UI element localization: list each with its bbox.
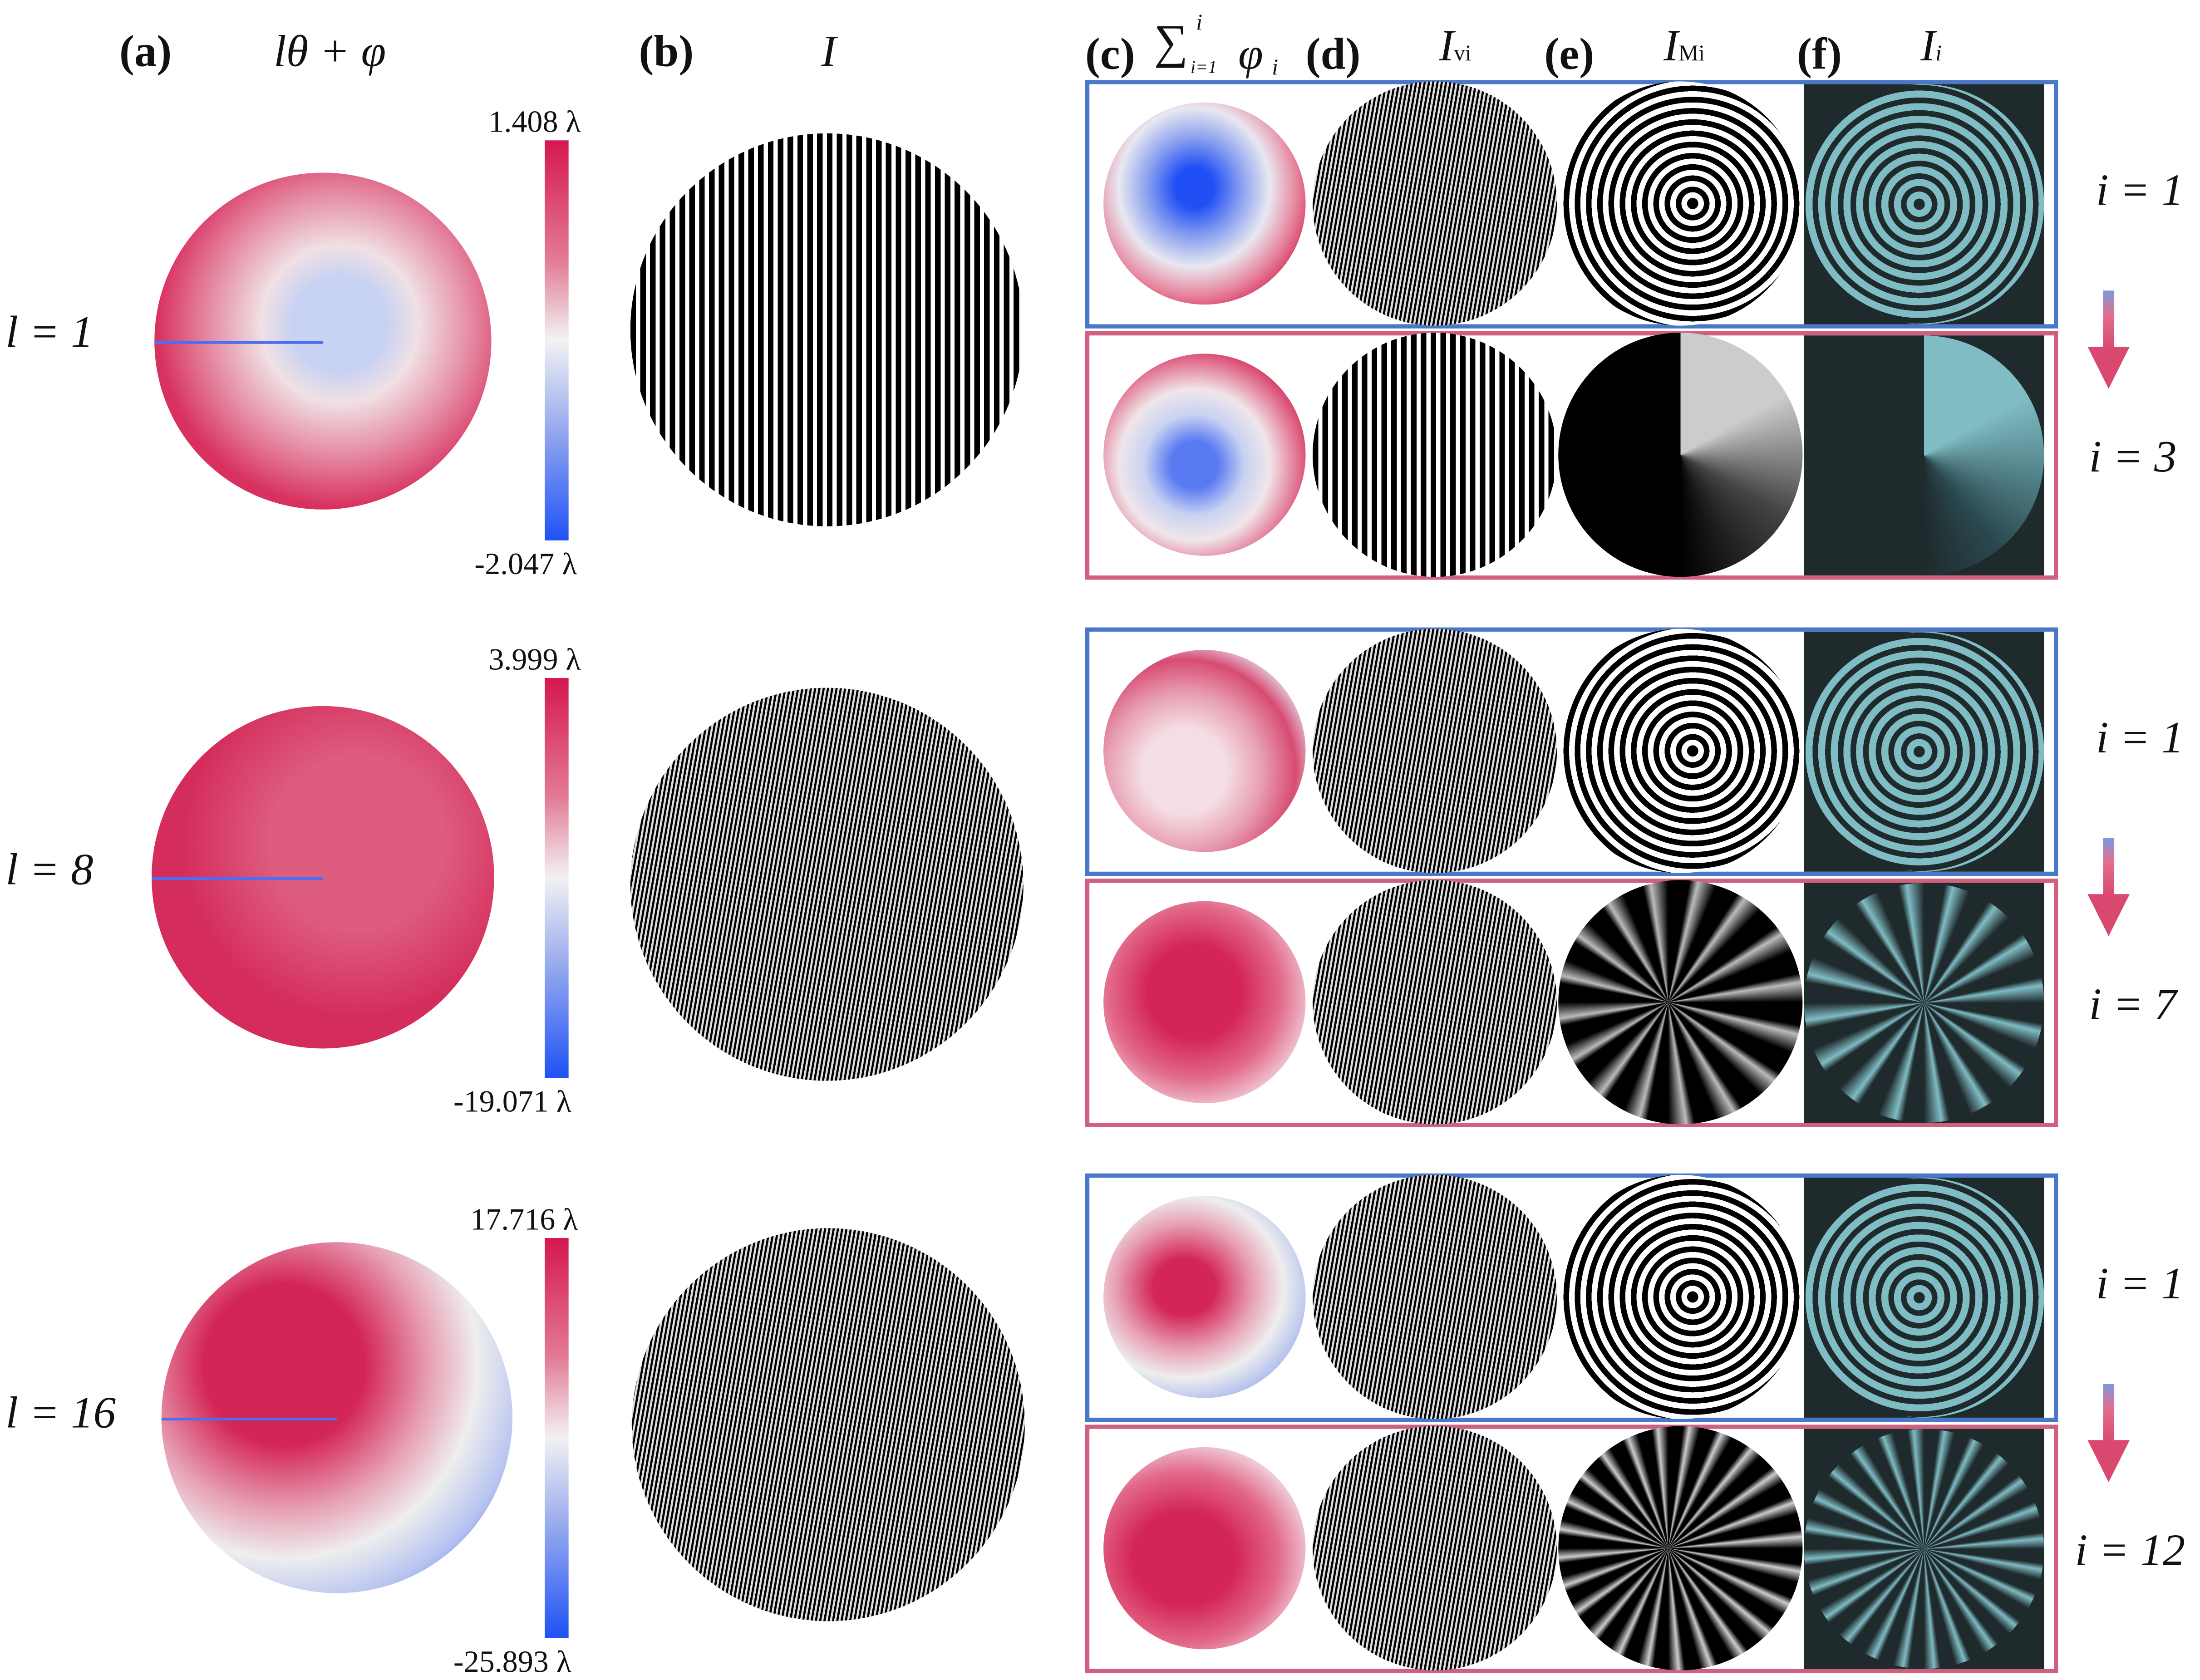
colorbar-max-label: 3.999 λ [488, 641, 581, 677]
header-intensity: I [821, 25, 837, 76]
symbol: I [1439, 20, 1454, 70]
subscript: i [1935, 42, 1942, 66]
symbol: I [1920, 20, 1936, 70]
iteration-label-last: i = 3 [2089, 431, 2177, 481]
intensity-i-panel [1804, 335, 2044, 576]
intensity-v-pattern [1312, 81, 1557, 326]
panel-label-b: (b) [639, 25, 694, 76]
intensity-pattern [630, 688, 1024, 1081]
row-label-l: l = 1 [5, 306, 94, 357]
iteration-label-first: i = 1 [2096, 1258, 2184, 1308]
iteration-label-last: i = 7 [2089, 978, 2177, 1029]
intensity-i-pattern [1804, 84, 2044, 324]
panel-label-a: (a) [119, 25, 172, 76]
first-iteration-box [1085, 627, 2058, 876]
phi-sub: i [1272, 56, 1279, 80]
colorbar [545, 1238, 569, 1638]
intensity-m-pattern [1558, 880, 1803, 1125]
panel-label-e: (e) [1544, 28, 1595, 79]
intensity-i-panel [1804, 1178, 2044, 1418]
intensity-m-pattern [1558, 1426, 1803, 1670]
intensity-v-pattern [1312, 1426, 1557, 1670]
intensity-m-pattern [1558, 81, 1803, 326]
panel-label-f: (f) [1797, 28, 1842, 79]
intensity-v-pattern [1312, 1174, 1557, 1420]
phase-sum-map [1103, 1447, 1306, 1650]
intensity-pattern [630, 133, 1024, 526]
intensity-i-pattern [1804, 1429, 2044, 1669]
panel-label-c: (c) [1085, 28, 1135, 79]
arrow-down-icon [2087, 838, 2130, 937]
intensity-v-pattern [1312, 880, 1557, 1125]
iteration-label-last: i = 12 [2075, 1524, 2185, 1575]
phase-map-total [152, 706, 494, 1049]
first-iteration-box [1085, 80, 2058, 329]
iteration-label-first: i = 1 [2096, 164, 2184, 215]
phase-sum-map [1103, 102, 1306, 305]
phase-map-total [154, 172, 492, 510]
header-intensity-m: IMi [1664, 20, 1705, 71]
phase-sum-map [1103, 901, 1306, 1104]
row-label-l: l = 8 [5, 843, 94, 894]
iteration-label-first: i = 1 [2096, 712, 2184, 762]
subscript: Mi [1678, 42, 1705, 66]
header-intensity-i: Ii [1920, 20, 1942, 71]
row-label-l: l = 16 [5, 1386, 116, 1438]
phi: φ [1238, 28, 1263, 79]
phase-branch-cut [154, 341, 323, 344]
intensity-i-panel [1804, 1429, 2044, 1669]
phase-map-total [161, 1242, 512, 1593]
last-iteration-box [1085, 331, 2058, 580]
header-intensity-v: Ivi [1439, 20, 1471, 71]
phase-branch-cut [152, 877, 323, 879]
intensity-i-pattern [1804, 883, 2044, 1123]
last-iteration-box [1085, 879, 2058, 1127]
intensity-m-pattern [1558, 629, 1803, 873]
intensity-pattern [631, 1228, 1025, 1621]
phase-sum-map [1103, 354, 1306, 556]
intensity-i-pattern [1804, 1178, 2044, 1418]
colorbar-max-label: 1.408 λ [488, 103, 581, 139]
phase-sum-map [1103, 650, 1306, 852]
phase-sum-map [1103, 1196, 1306, 1398]
symbol: I [1664, 20, 1679, 70]
intensity-i-panel [1804, 84, 2044, 324]
intensity-i-pattern [1804, 335, 2044, 576]
header-phase-sum: ∑ i i=1 φ i [1154, 11, 1308, 87]
colorbar-min-label: -19.071 λ [453, 1083, 571, 1119]
sum-symbol: ∑ [1154, 17, 1188, 69]
colorbar-min-label: -2.047 λ [474, 546, 577, 581]
first-iteration-box [1085, 1173, 2058, 1422]
intensity-i-pattern [1804, 631, 2044, 872]
phase-branch-cut [161, 1417, 337, 1420]
intensity-v-pattern [1312, 333, 1557, 577]
colorbar [545, 678, 569, 1078]
sum-sub: i=1 [1190, 56, 1217, 78]
subscript: vi [1454, 42, 1472, 66]
panel-label-d: (d) [1305, 28, 1361, 79]
colorbar-max-label: 17.716 λ [470, 1201, 578, 1237]
sum-sup: i [1196, 11, 1203, 35]
colorbar-min-label: -25.893 λ [453, 1643, 571, 1679]
intensity-m-pattern [1558, 333, 1803, 577]
intensity-m-pattern [1558, 1174, 1803, 1420]
intensity-i-panel [1804, 883, 2044, 1123]
arrow-down-icon [2087, 290, 2130, 389]
arrow-down-icon [2087, 1384, 2130, 1483]
intensity-v-pattern [1312, 629, 1557, 873]
colorbar [545, 140, 569, 540]
header-phase-total: lθ + φ [274, 25, 386, 76]
last-iteration-box [1085, 1425, 2058, 1673]
intensity-i-panel [1804, 631, 2044, 872]
